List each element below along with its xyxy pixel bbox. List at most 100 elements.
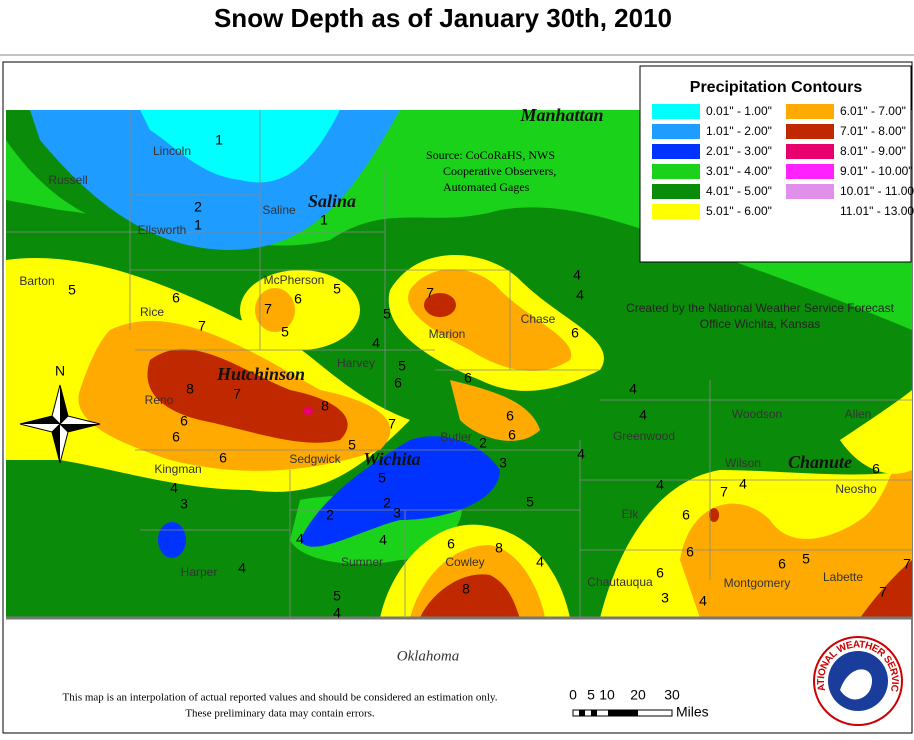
legend-swatch bbox=[786, 184, 834, 199]
observation: 8 bbox=[495, 540, 503, 556]
county-name: Cowley bbox=[445, 555, 484, 569]
scale-bar bbox=[572, 709, 673, 717]
legend: Precipitation Contours 0.01" - 1.00" 1.01… bbox=[639, 65, 914, 263]
county-name: Butler bbox=[440, 430, 471, 444]
legend-label: 5.01" - 6.00" bbox=[706, 204, 772, 218]
observation: 4 bbox=[379, 532, 387, 548]
county-name: Woodson bbox=[732, 407, 782, 421]
observation: 6 bbox=[219, 450, 227, 466]
observation: 2 bbox=[326, 507, 334, 523]
observation: 6 bbox=[872, 461, 880, 477]
credit-note: Office Wichita, Kansas bbox=[700, 317, 821, 331]
disclaimer: These preliminary data may contain error… bbox=[185, 708, 375, 720]
observation: 6 bbox=[464, 370, 472, 386]
city-name: Salina bbox=[308, 191, 356, 211]
county-name: Chase bbox=[521, 312, 556, 326]
observation: 4 bbox=[573, 267, 581, 283]
county-name: Reno bbox=[145, 393, 174, 407]
observation: 4 bbox=[739, 476, 747, 492]
observation: 8 bbox=[462, 581, 470, 597]
county-lines bbox=[6, 110, 912, 618]
legend-label: 6.01" - 7.00" bbox=[840, 104, 906, 118]
county-name: Harvey bbox=[337, 356, 375, 370]
observation: 6 bbox=[686, 544, 694, 560]
scale-label: 30 bbox=[664, 687, 680, 703]
observation: 5 bbox=[333, 281, 341, 297]
legend-label: 3.01" - 4.00" bbox=[706, 164, 772, 178]
observation: 4 bbox=[629, 381, 637, 397]
compass-north: N bbox=[55, 363, 65, 379]
legend-swatch bbox=[652, 184, 700, 199]
county-name: Allen bbox=[845, 407, 872, 421]
county-name: Ellsworth bbox=[138, 223, 187, 237]
state-label: Oklahoma bbox=[397, 648, 460, 664]
observation: 5 bbox=[68, 282, 76, 298]
legend-label: 7.01" - 8.00" bbox=[840, 124, 906, 138]
county-name: Elk bbox=[622, 507, 640, 521]
county-name: Sumner bbox=[341, 555, 383, 569]
observation: 2 bbox=[383, 495, 391, 511]
legend-label: 8.01" - 9.00" bbox=[840, 144, 906, 158]
observation: 4 bbox=[639, 407, 647, 423]
observation: 4 bbox=[372, 335, 380, 351]
observation: 7 bbox=[198, 318, 206, 334]
observation: 5 bbox=[398, 358, 406, 374]
legend-title: Precipitation Contours bbox=[690, 79, 863, 96]
observation: 6 bbox=[682, 507, 690, 523]
county-name: Chautauqua bbox=[587, 575, 653, 589]
observation: 6 bbox=[172, 429, 180, 445]
observation: 7 bbox=[426, 285, 434, 301]
legend-swatch bbox=[652, 164, 700, 179]
observation: 7 bbox=[720, 484, 728, 500]
city-name: Wichita bbox=[363, 449, 420, 469]
observation: 5 bbox=[348, 437, 356, 453]
county-name: McPherson bbox=[264, 273, 325, 287]
observation: 5 bbox=[333, 588, 341, 604]
legend-swatch bbox=[786, 124, 834, 139]
disclaimer: This map is an interpolation of actual r… bbox=[63, 692, 498, 704]
county-name: Kingman bbox=[154, 462, 201, 476]
county-name: Russell bbox=[48, 173, 87, 187]
observation: 4 bbox=[699, 593, 707, 609]
observation: 5 bbox=[383, 306, 391, 322]
scale-label: 10 bbox=[599, 687, 615, 703]
observation: 4 bbox=[536, 554, 544, 570]
observation: 3 bbox=[180, 496, 188, 512]
county-name: Montgomery bbox=[724, 576, 791, 590]
county-name: Marion bbox=[429, 327, 466, 341]
observation: 4 bbox=[577, 446, 585, 462]
city-name: Chanute bbox=[788, 452, 852, 472]
legend-swatch bbox=[652, 144, 700, 159]
observation: 3 bbox=[661, 590, 669, 606]
county-name: Saline bbox=[262, 203, 296, 217]
observation: 8 bbox=[186, 381, 194, 397]
observation: 5 bbox=[526, 494, 534, 510]
observation: 4 bbox=[170, 480, 178, 496]
observation: 7 bbox=[903, 556, 911, 572]
observation: 6 bbox=[571, 325, 579, 341]
observation: 6 bbox=[447, 536, 455, 552]
observation: 5 bbox=[378, 470, 386, 486]
scale-label: 5 bbox=[587, 687, 595, 703]
legend-swatch bbox=[786, 164, 834, 179]
credit-note: Created by the National Weather Service … bbox=[626, 301, 895, 315]
observation: 1 bbox=[194, 217, 202, 233]
county-name: Sedgwick bbox=[289, 452, 341, 466]
observation: 5 bbox=[281, 324, 289, 340]
observation: 3 bbox=[393, 505, 401, 521]
legend-label: 2.01" - 3.00" bbox=[706, 144, 772, 158]
observation: 1 bbox=[215, 132, 223, 148]
scale-label: 0 bbox=[569, 687, 577, 703]
legend-swatch bbox=[652, 204, 700, 219]
county-name: Harper bbox=[181, 565, 218, 579]
county-name: Neosho bbox=[835, 482, 877, 496]
observation: 4 bbox=[576, 287, 584, 303]
observation: 6 bbox=[180, 413, 188, 429]
legend-swatch bbox=[652, 124, 700, 139]
observation: 7 bbox=[388, 416, 396, 432]
observation: 4 bbox=[656, 477, 664, 493]
observation: 5 bbox=[802, 551, 810, 567]
observation: 8 bbox=[321, 398, 329, 414]
observation: 4 bbox=[333, 605, 341, 621]
